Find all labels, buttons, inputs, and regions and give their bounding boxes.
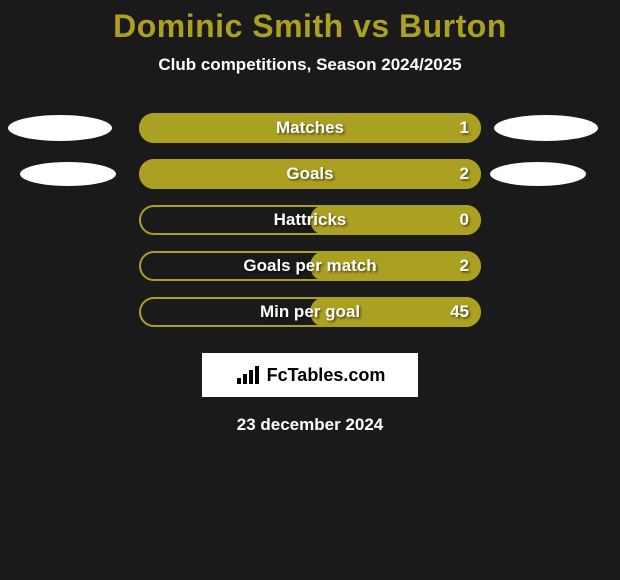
decor-ellipse-right xyxy=(490,162,586,186)
stat-row: Min per goal45 xyxy=(0,289,620,335)
stat-row: Goals per match2 xyxy=(0,243,620,289)
date-text: 23 december 2024 xyxy=(0,415,620,435)
stat-rows-container: Matches1 Goals2 Hattricks0 Goals per match2… xyxy=(0,105,620,335)
stat-bar: Goals per match2 xyxy=(139,251,481,281)
stat-bar-fill xyxy=(310,251,481,281)
bar-chart-icon xyxy=(235,364,261,386)
decor-ellipse-left xyxy=(20,162,116,186)
stat-bar-fill xyxy=(139,159,481,189)
stat-row: Goals2 xyxy=(0,151,620,197)
stat-row: Hattricks0 xyxy=(0,197,620,243)
logo-box: FcTables.com xyxy=(202,353,418,397)
decor-ellipse-right xyxy=(494,115,598,141)
stat-bar: Hattricks0 xyxy=(139,205,481,235)
stat-row: Matches1 xyxy=(0,105,620,151)
stat-bar: Goals2 xyxy=(139,159,481,189)
stat-bar-fill xyxy=(310,297,481,327)
stat-bar: Min per goal45 xyxy=(139,297,481,327)
stat-bar: Matches1 xyxy=(139,113,481,143)
page-title: Dominic Smith vs Burton xyxy=(0,8,620,45)
stat-bar-fill xyxy=(139,113,481,143)
page-root: Dominic Smith vs Burton Club competition… xyxy=(0,0,620,580)
logo-text: FcTables.com xyxy=(267,365,386,386)
subtitle: Club competitions, Season 2024/2025 xyxy=(0,55,620,75)
stat-bar-fill xyxy=(310,205,481,235)
decor-ellipse-left xyxy=(8,115,112,141)
